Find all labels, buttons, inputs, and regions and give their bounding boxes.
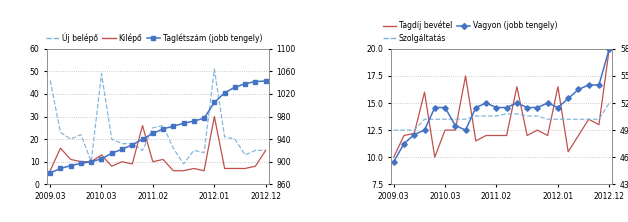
Legend: Új belépő, Kilépő, Taglétszám (jobb tengely): Új belépő, Kilépő, Taglétszám (jobb teng… xyxy=(43,30,265,46)
Legend: Tagdíj bevétel, Szolgáltatás, Vagyon (jobb tengely): Tagdíj bevétel, Szolgáltatás, Vagyon (jo… xyxy=(379,18,560,46)
